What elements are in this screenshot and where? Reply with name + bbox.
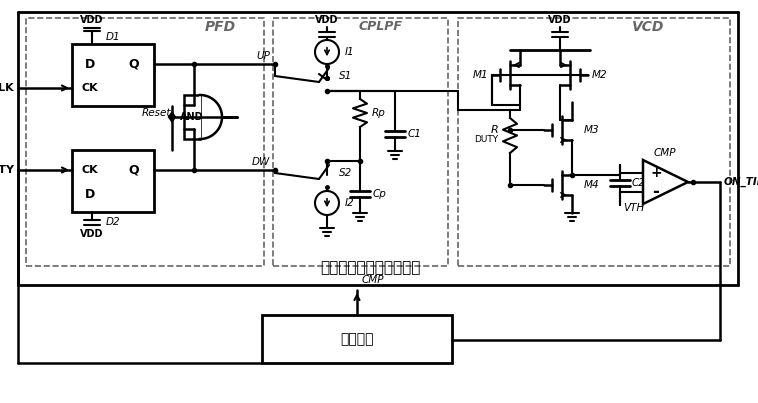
Text: Q: Q — [129, 164, 139, 177]
Text: UP: UP — [256, 51, 270, 61]
Text: Rp: Rp — [372, 108, 386, 118]
Text: M3: M3 — [584, 125, 600, 135]
Polygon shape — [643, 160, 688, 204]
Text: C1: C1 — [408, 129, 422, 139]
Text: M2: M2 — [592, 70, 608, 80]
Text: -: - — [653, 183, 659, 201]
Text: Reset: Reset — [142, 108, 171, 118]
Text: CMP: CMP — [362, 275, 384, 285]
Text: S1: S1 — [339, 71, 352, 81]
Text: CK: CK — [82, 165, 99, 175]
Text: PFD: PFD — [205, 20, 236, 34]
Text: I1: I1 — [345, 47, 355, 57]
Bar — [262, 315, 452, 363]
Text: D: D — [85, 58, 95, 71]
Bar — [26, 18, 264, 266]
Text: S2: S2 — [339, 168, 352, 178]
Text: CPLPF: CPLPF — [358, 21, 402, 33]
Text: VDD: VDD — [80, 15, 104, 25]
Text: DW: DW — [252, 157, 270, 167]
Text: CK: CK — [82, 83, 99, 93]
Text: VDD: VDD — [315, 15, 339, 25]
Text: D1: D1 — [105, 32, 121, 42]
Text: D: D — [85, 187, 95, 201]
Text: +: + — [650, 166, 662, 180]
Text: Cp: Cp — [373, 189, 387, 199]
Bar — [199, 95, 201, 139]
Text: M4: M4 — [584, 180, 600, 190]
Bar — [184, 95, 200, 139]
Bar — [273, 18, 448, 266]
Text: DUTY: DUTY — [0, 165, 14, 175]
Text: CLK: CLK — [0, 83, 14, 93]
Polygon shape — [168, 112, 176, 122]
Bar — [458, 18, 730, 266]
Text: D2: D2 — [105, 217, 121, 227]
Text: VDD: VDD — [80, 229, 104, 239]
Text: Q: Q — [129, 58, 139, 71]
Text: VCD: VCD — [632, 20, 664, 34]
Bar — [72, 150, 154, 212]
Text: C2: C2 — [632, 178, 646, 188]
Bar — [72, 44, 154, 106]
Text: I2: I2 — [345, 198, 355, 208]
Text: VTH: VTH — [623, 203, 644, 213]
Text: AND: AND — [180, 112, 204, 122]
Text: 控制逻辑: 控制逻辑 — [340, 332, 374, 346]
Text: DUTY: DUTY — [474, 135, 498, 145]
Text: R: R — [490, 125, 498, 135]
Text: 自适应导通时间产生电路: 自适应导通时间产生电路 — [320, 260, 420, 276]
Text: VDD: VDD — [548, 15, 572, 25]
Text: CMP: CMP — [653, 148, 676, 158]
Text: M1: M1 — [472, 70, 488, 80]
Text: ON_TIME: ON_TIME — [724, 177, 758, 187]
